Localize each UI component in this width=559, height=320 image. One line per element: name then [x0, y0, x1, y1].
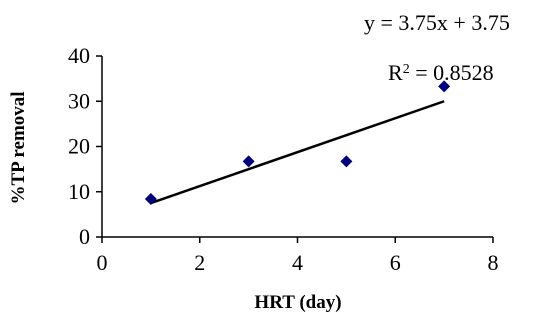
trendline — [150, 100, 445, 205]
data-marks — [144, 80, 451, 205]
data-point — [242, 155, 255, 168]
r-squared-label: R2 = 0.8528 — [388, 60, 494, 85]
x-tick-label: 8 — [488, 250, 499, 275]
r-squared-value: = 0.8528 — [410, 60, 494, 85]
y-tick-label: 10 — [68, 179, 90, 204]
data-point — [144, 192, 157, 205]
y-axis-title: %TP removal — [8, 91, 29, 204]
trendline-equation: y = 3.75x + 3.75 — [364, 10, 510, 35]
x-tick-label: 6 — [390, 250, 401, 275]
x-axis-title: HRT (day) — [254, 292, 341, 313]
axes — [96, 55, 494, 243]
tick-labels: 0 10 20 30 40 0 2 4 6 8 — [68, 43, 499, 275]
x-tick-label: 0 — [97, 250, 108, 275]
y-tick-label: 20 — [68, 134, 90, 159]
r-squared-prefix: R — [388, 60, 403, 85]
r-squared-exponent: 2 — [403, 62, 410, 77]
data-point — [340, 155, 353, 168]
data-point — [438, 80, 451, 93]
x-tick-label: 4 — [292, 250, 303, 275]
y-tick-label: 0 — [79, 224, 90, 249]
y-tick-label: 40 — [68, 43, 90, 68]
y-tick-label: 30 — [68, 88, 90, 113]
x-tick-label: 2 — [194, 250, 205, 275]
